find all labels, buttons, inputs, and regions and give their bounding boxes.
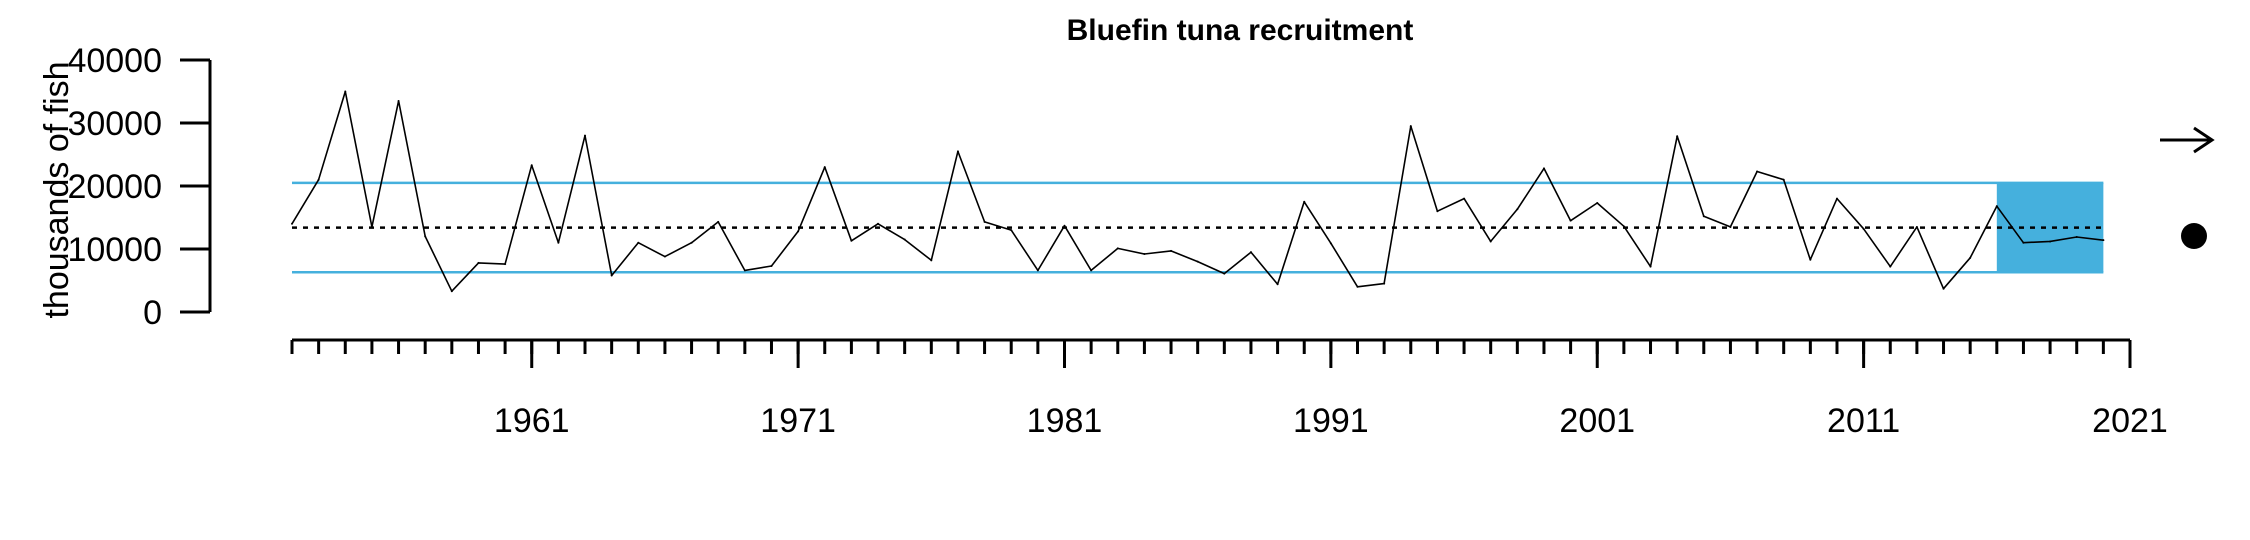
data-point xyxy=(584,134,587,137)
x-tick-label: 1971 xyxy=(760,402,836,440)
chart-title: Bluefin tuna recruitment xyxy=(1067,14,1414,47)
data-point xyxy=(1356,285,1359,288)
data-point xyxy=(1436,210,1439,213)
data-point xyxy=(930,259,933,262)
data-point xyxy=(1276,283,1279,286)
y-tick-label: 40000 xyxy=(67,42,162,80)
data-point xyxy=(1329,242,1332,245)
data-point xyxy=(2022,241,2025,244)
data-point xyxy=(424,235,427,238)
data-point xyxy=(1676,135,1679,138)
x-tick-label: 2011 xyxy=(1827,402,1900,440)
data-point xyxy=(903,238,906,241)
data-point xyxy=(1409,125,1412,128)
data-point xyxy=(1835,197,1838,200)
data-point xyxy=(1969,256,1972,259)
y-tick-label: 0 xyxy=(143,294,162,332)
data-point xyxy=(1116,247,1119,250)
y-tick-label: 20000 xyxy=(67,168,162,206)
data-point xyxy=(797,230,800,233)
data-point xyxy=(877,222,880,225)
x-tick-label: 1961 xyxy=(494,402,570,440)
data-point xyxy=(1542,167,1545,170)
y-tick-label: 30000 xyxy=(67,105,162,143)
data-point xyxy=(1196,260,1199,263)
data-point xyxy=(450,290,453,293)
data-point xyxy=(1223,272,1226,275)
data-point xyxy=(530,164,533,167)
data-point xyxy=(850,239,853,242)
trend-arrow-icon xyxy=(2160,126,2215,154)
data-point xyxy=(1862,227,1865,230)
data-point xyxy=(2049,240,2052,243)
data-point xyxy=(1569,219,1572,222)
data-point xyxy=(637,241,640,244)
data-point xyxy=(1143,253,1146,256)
data-point xyxy=(557,241,560,244)
data-point xyxy=(1596,202,1599,205)
data-point xyxy=(1383,282,1386,285)
data-point xyxy=(1915,225,1918,228)
data-point xyxy=(1942,287,1945,290)
data-point xyxy=(1809,258,1812,261)
data-point xyxy=(823,166,826,169)
data-point xyxy=(1010,229,1013,232)
x-tick-label: 2021 xyxy=(2092,402,2168,440)
data-point xyxy=(477,261,480,264)
data-point xyxy=(956,150,959,153)
data-point xyxy=(770,265,773,268)
data-point xyxy=(291,222,293,225)
data-point xyxy=(1249,251,1252,254)
data-point xyxy=(1995,205,1998,208)
data-point xyxy=(1063,224,1066,227)
data-point xyxy=(690,241,693,244)
data-point xyxy=(663,255,666,258)
data-point xyxy=(2075,236,2078,239)
data-point xyxy=(743,269,746,272)
data-point xyxy=(717,220,720,223)
x-tick-label: 1981 xyxy=(1027,402,1103,440)
data-point xyxy=(397,99,400,102)
data-point xyxy=(1463,197,1466,200)
data-point xyxy=(1782,178,1785,181)
data-point xyxy=(1516,208,1519,211)
data-point xyxy=(1649,265,1652,268)
data-point xyxy=(344,90,347,93)
data-point xyxy=(370,225,373,228)
x-tick-label: 1991 xyxy=(1293,402,1369,440)
data-point xyxy=(317,178,320,181)
data-point xyxy=(1756,170,1759,173)
data-point xyxy=(1622,225,1625,228)
data-point xyxy=(983,220,986,223)
data-point xyxy=(610,274,613,277)
data-point xyxy=(1170,249,1173,252)
data-point xyxy=(1889,265,1892,268)
data-point xyxy=(1489,240,1492,243)
data-point xyxy=(1303,200,1306,203)
data-point xyxy=(1090,269,1093,272)
data-point xyxy=(2102,239,2105,242)
data-point xyxy=(1702,215,1705,218)
y-axis-label: thousands of fish xyxy=(38,61,76,318)
data-point xyxy=(1036,269,1039,272)
data-point xyxy=(1729,225,1732,228)
data-point xyxy=(504,263,507,266)
x-tick-label: 2001 xyxy=(1559,402,1635,440)
status-dot-icon xyxy=(2181,223,2207,249)
y-tick-label: 10000 xyxy=(67,231,162,269)
